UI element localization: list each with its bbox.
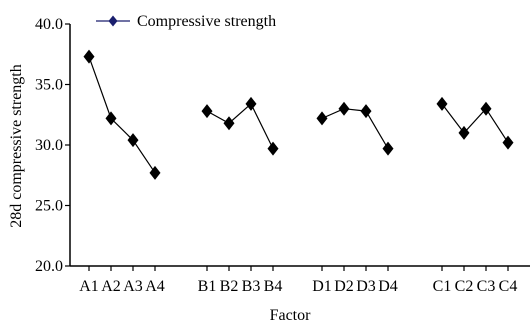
y-axis-ticks: 20.0 25.0 30.0 35.0 40.0 [35, 16, 70, 275]
data-point-diamond [360, 104, 372, 119]
legend: Compressive strength [96, 13, 276, 30]
data-point-diamond [436, 96, 448, 111]
y-axis-title: 28d compressive strength [8, 64, 25, 228]
y-tick-label: 40.0 [35, 16, 63, 33]
x-tick-label: C4 [499, 278, 518, 295]
x-tick-label: D3 [356, 278, 376, 295]
data-point-diamond [480, 101, 492, 116]
x-tick-label: A1 [79, 278, 99, 295]
data-point-diamond [267, 141, 279, 156]
data-point-diamond [223, 116, 235, 131]
x-tick-label: C1 [433, 278, 452, 295]
x-tick-label: D1 [312, 278, 332, 295]
data-point-diamond [127, 133, 139, 148]
data-point-diamond [382, 141, 394, 156]
x-axis-title: Factor [270, 307, 312, 324]
series-line-segment [88, 56, 156, 174]
y-tick-label: 20.0 [35, 258, 63, 275]
series-lines [88, 56, 509, 174]
x-tick-label: B3 [242, 278, 261, 295]
data-point-diamond [105, 111, 117, 126]
x-tick-label: C2 [455, 278, 474, 295]
x-axis-ticks: A1 A2 A3 A4 B1 B2 B3 B4 D1 D2 D3 D4 C1 C2 C3 C4 [79, 266, 517, 295]
legend-diamond-marker [108, 15, 118, 27]
y-tick-label: 25.0 [35, 198, 63, 215]
x-tick-label: D2 [334, 278, 354, 295]
x-tick-label: A3 [123, 278, 143, 295]
data-point-diamond [201, 104, 213, 119]
axes [69, 24, 530, 267]
data-point-diamond [245, 96, 257, 111]
x-tick-label: A2 [101, 278, 121, 295]
series-line-segment [321, 108, 389, 149]
y-tick-label: 30.0 [35, 137, 63, 154]
x-tick-label: D4 [378, 278, 398, 295]
series-markers [83, 49, 514, 180]
y-tick-label: 35.0 [35, 77, 63, 94]
x-tick-label: A4 [145, 278, 165, 295]
data-point-diamond [83, 49, 95, 64]
x-tick-label: C3 [477, 278, 496, 295]
data-point-diamond [502, 135, 514, 150]
series-line-segment [441, 103, 509, 143]
data-point-diamond [316, 111, 328, 126]
data-point-diamond [458, 125, 470, 140]
legend-label: Compressive strength [137, 13, 276, 30]
data-point-diamond [149, 165, 161, 180]
x-tick-label: B4 [264, 278, 283, 295]
x-tick-label: B2 [220, 278, 239, 295]
data-point-diamond [338, 101, 350, 116]
x-tick-label: B1 [198, 278, 217, 295]
series-line-segment [206, 102, 274, 149]
